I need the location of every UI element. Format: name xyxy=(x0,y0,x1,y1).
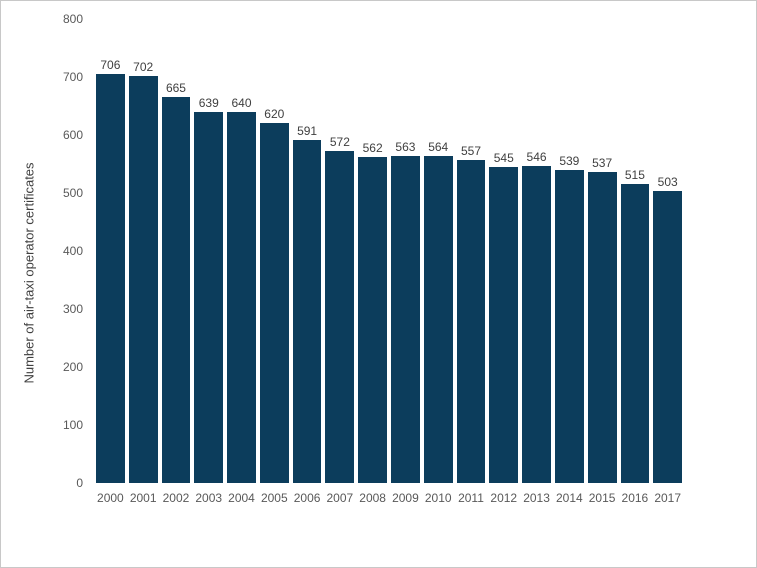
y-tick-label: 300 xyxy=(62,302,83,316)
bar-2017 xyxy=(653,191,683,483)
x-tick-label: 2003 xyxy=(195,491,223,505)
x-tick-label: 2007 xyxy=(326,491,354,505)
bar-value-label: 591 xyxy=(297,124,318,139)
bar-column: 503 xyxy=(651,19,684,483)
bar-2000 xyxy=(96,73,125,483)
bar-2007 xyxy=(325,151,355,483)
bar-column: 665 xyxy=(160,19,193,483)
bar-column: 706 xyxy=(94,19,127,483)
bar-column: 591 xyxy=(291,19,324,483)
bar-value-label: 562 xyxy=(362,141,383,156)
bar-value-label: 702 xyxy=(133,59,154,74)
x-tick-label: 2006 xyxy=(293,491,321,505)
bar-column: 562 xyxy=(356,19,389,483)
x-tick-label: 2008 xyxy=(359,491,386,505)
bar-column: 545 xyxy=(487,19,520,483)
bar-2004 xyxy=(227,111,256,483)
bar-value-label: 537 xyxy=(592,155,613,170)
bar-2015 xyxy=(587,171,617,483)
bar-value-label: 515 xyxy=(624,168,645,183)
x-tick-label: 2017 xyxy=(654,491,682,505)
bar-column: 563 xyxy=(389,19,422,483)
x-tick-label: 2015 xyxy=(588,491,616,505)
bar-column: 640 xyxy=(225,19,258,483)
bar-2013 xyxy=(522,166,551,483)
bar-value-label: 539 xyxy=(559,154,580,169)
bar-value-label: 665 xyxy=(165,81,186,96)
x-tick-label: 2011 xyxy=(458,491,484,505)
bar-2008 xyxy=(358,157,388,483)
y-tick-label: 800 xyxy=(62,12,83,26)
bar-value-label: 572 xyxy=(329,135,350,150)
bar-value-label: 546 xyxy=(526,150,547,165)
bar-value-label: 545 xyxy=(493,150,514,165)
bar-value-label: 557 xyxy=(460,143,481,158)
bar-2001 xyxy=(128,75,158,483)
bar-column: 702 xyxy=(127,19,160,483)
bar-column: 537 xyxy=(586,19,619,483)
bar-2003 xyxy=(194,112,224,483)
x-tick-label: 2009 xyxy=(392,491,419,505)
bar-value-label: 640 xyxy=(231,95,252,110)
bar-value-label: 503 xyxy=(657,175,678,190)
bar-2014 xyxy=(554,170,584,483)
x-tick-label: 2013 xyxy=(523,491,550,505)
y-tick-label: 0 xyxy=(76,476,83,490)
y-tick-label: 700 xyxy=(62,70,83,84)
bar-2010 xyxy=(423,155,453,483)
y-tick-label: 500 xyxy=(62,186,83,200)
x-tick-label: 2002 xyxy=(162,491,190,505)
bar-2016 xyxy=(620,184,650,483)
x-tick-label: 2005 xyxy=(260,491,288,505)
bar-value-label: 563 xyxy=(395,140,416,155)
y-axis-ticks: 0 100 200 300 400 500 600 700 800 xyxy=(1,13,85,489)
x-tick-label: 2016 xyxy=(621,491,649,505)
bar-column: 639 xyxy=(192,19,225,483)
bar-value-label: 564 xyxy=(428,139,449,154)
bar-value-label: 639 xyxy=(198,96,219,111)
bar-column: 557 xyxy=(455,19,488,483)
bar-2012 xyxy=(489,166,519,483)
bar-2002 xyxy=(161,97,191,483)
x-tick-label: 2000 xyxy=(97,491,124,505)
bar-2005 xyxy=(259,123,289,483)
x-axis-labels: 2000 2001 2002 2003 2004 2005 2006 2007 2008 2009… xyxy=(94,491,684,505)
x-tick-label: 2004 xyxy=(228,491,255,505)
bar-column: 515 xyxy=(619,19,652,483)
y-tick-label: 200 xyxy=(62,360,83,374)
y-tick-label: 400 xyxy=(62,244,83,258)
bar-column: 620 xyxy=(258,19,291,483)
bar-2011 xyxy=(456,159,486,483)
bar-value-label: 620 xyxy=(264,107,285,122)
bar-2006 xyxy=(292,140,322,483)
bar-column: 539 xyxy=(553,19,586,483)
bar-column: 564 xyxy=(422,19,455,483)
bar-column: 546 xyxy=(520,19,553,483)
x-tick-label: 2010 xyxy=(424,491,452,505)
x-tick-label: 2012 xyxy=(490,491,518,505)
x-tick-label: 2014 xyxy=(555,491,583,505)
y-tick-label: 600 xyxy=(62,128,83,142)
x-tick-label: 2001 xyxy=(129,491,157,505)
bar-value-label: 706 xyxy=(100,57,121,72)
y-tick-label: 100 xyxy=(62,418,83,432)
bar-2009 xyxy=(391,156,420,483)
bar-column: 572 xyxy=(323,19,356,483)
plot-area: 706 702 665 639 640 620 591 572 562 563 564 557 545 5… xyxy=(94,19,684,483)
